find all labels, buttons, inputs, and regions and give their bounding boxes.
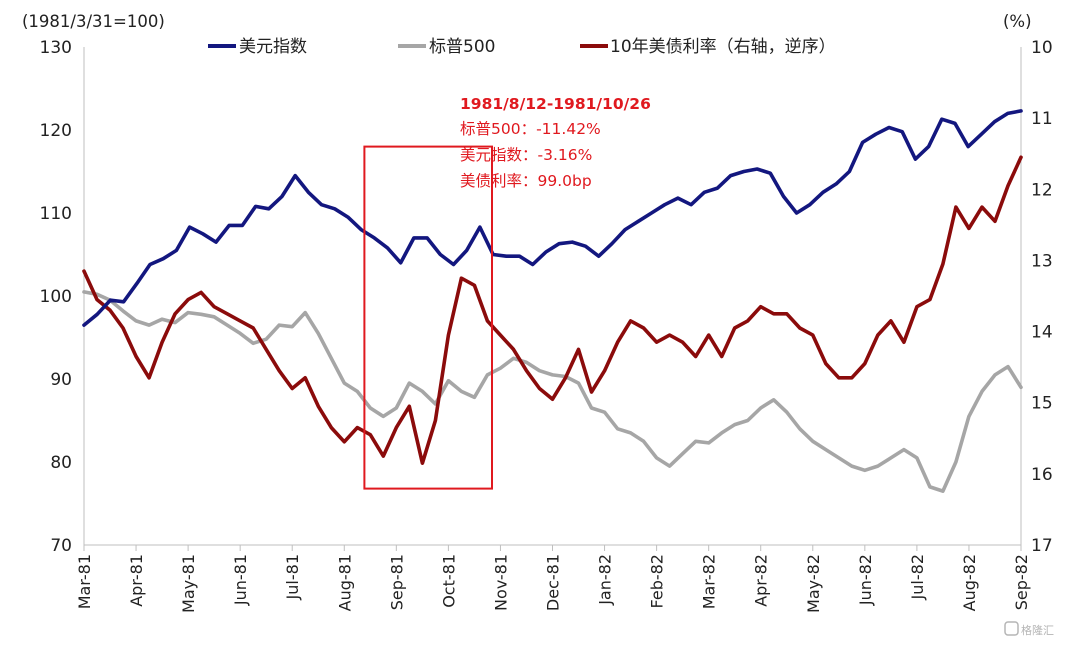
x-tick-label: Apr-81: [127, 554, 146, 607]
annotation-title: 1981/8/12-1981/10/26: [460, 95, 651, 113]
x-tick-label: May-82: [804, 554, 823, 613]
y-left-tick-label: 70: [50, 536, 72, 556]
tick-labels: 70 80 90 100 110 120 130 10 11 12 13 14 15 16 17 Mar-81…: [40, 38, 1053, 613]
watermark-logo-icon: [1004, 621, 1019, 636]
x-tick-label: Feb-82: [648, 554, 667, 608]
x-tick-label: Jun-81: [231, 554, 250, 606]
x-tick-label: Jul-81: [283, 554, 302, 600]
left-axis-unit: (1981/3/31=100): [22, 12, 165, 31]
x-tick-label: Aug-81: [335, 554, 354, 611]
annotation-line-ust: 美债利率：99.0bp: [460, 172, 592, 190]
x-tick-label: Dec-81: [544, 554, 563, 611]
legend-label-spx: 标普500: [429, 37, 495, 57]
annotation-line-usd: 美元指数：-3.16%: [460, 146, 592, 164]
x-tick-label: Jun-82: [856, 554, 875, 606]
y-right-tick-label: 11: [1031, 109, 1053, 129]
x-tick-label: Mar-82: [700, 554, 719, 609]
y-left-tick-label: 120: [40, 121, 72, 141]
y-right-tick-label: 10: [1031, 38, 1053, 58]
x-tick-label: May-81: [179, 554, 198, 613]
axes: [83, 47, 1022, 551]
watermark: 格隆汇: [1004, 621, 1054, 637]
right-axis-unit: (%): [1003, 12, 1032, 31]
series-line-1: [82, 290, 1023, 493]
y-left-tick-label: 130: [40, 38, 72, 58]
x-tick-label: Oct-81: [439, 554, 458, 608]
y-right-tick-label: 17: [1031, 536, 1053, 556]
legend-label-usd: 美元指数: [239, 37, 307, 57]
series-layer: [82, 109, 1023, 493]
legend-label-ust: 10年美债利率（右轴，逆序）: [610, 37, 836, 57]
y-right-tick-label: 16: [1031, 465, 1053, 485]
watermark-text: 格隆汇: [1021, 623, 1054, 637]
y-right-tick-label: 15: [1031, 394, 1053, 414]
y-left-tick-label: 100: [40, 287, 72, 307]
annotation-line-spx: 标普500：-11.42%: [460, 120, 601, 138]
x-tick-label: Jan-82: [596, 554, 615, 606]
y-right-tick-label: 12: [1031, 180, 1053, 200]
y-right-tick-label: 14: [1031, 323, 1053, 343]
y-right-tick-label: 13: [1031, 251, 1053, 271]
y-left-tick-label: 90: [50, 370, 72, 390]
y-left-tick-label: 80: [50, 453, 72, 473]
x-tick-label: Sep-82: [1012, 554, 1031, 610]
series-line-2: [82, 155, 1023, 466]
series-line-0: [82, 109, 1023, 327]
x-tick-label: Mar-81: [75, 554, 94, 609]
legend: 美元指数 标普500 10年美债利率（右轴，逆序）: [208, 37, 836, 57]
highlight-box: [363, 145, 493, 490]
x-tick-label: Nov-81: [491, 554, 510, 611]
y-left-tick-label: 110: [40, 204, 72, 224]
x-tick-label: Aug-82: [960, 554, 979, 611]
x-tick-label: Jul-82: [908, 554, 927, 600]
annotation: 1981/8/12-1981/10/26 标普500：-11.42% 美元指数：…: [460, 95, 651, 190]
x-tick-label: Apr-82: [752, 554, 771, 607]
x-tick-label: Sep-81: [387, 554, 406, 610]
